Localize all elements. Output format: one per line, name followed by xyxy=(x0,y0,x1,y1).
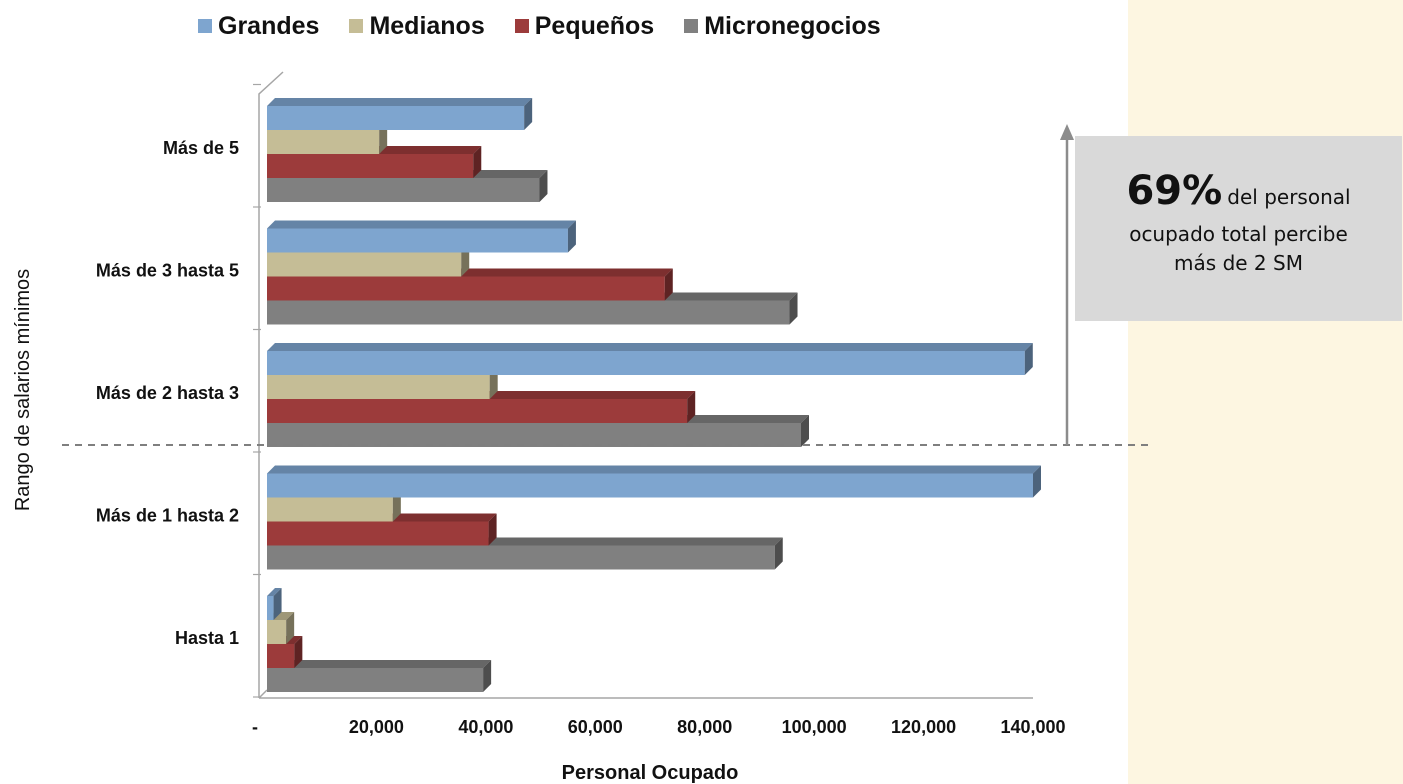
x-tick-label: 140,000 xyxy=(1000,717,1065,737)
legend-swatch-pequenos xyxy=(514,19,529,33)
callout-line3: más de 2 SM xyxy=(1174,251,1303,275)
legend-label-grandes: Grandes xyxy=(218,11,320,40)
bar-grandes-0 xyxy=(267,588,282,620)
x-tick-label: 20,000 xyxy=(349,717,404,737)
x-tick-label: - xyxy=(252,717,258,737)
callout-percent: 69% xyxy=(1126,168,1223,214)
legend-swatch-micronegocios xyxy=(684,19,699,33)
bar-grandes-2 xyxy=(267,343,1033,375)
legend-swatch-medianos xyxy=(349,19,364,33)
x-tick-label: 80,000 xyxy=(677,717,732,737)
callout-arrow-head xyxy=(1060,124,1074,140)
legend-item-micronegocios: Micronegocios xyxy=(684,11,881,41)
x-tick-label: 100,000 xyxy=(782,717,847,737)
x-tick-label: 120,000 xyxy=(891,717,956,737)
callout-line1: del personal xyxy=(1227,185,1351,209)
bar-grandes-1 xyxy=(267,465,1041,498)
bar-micronegocios-0 xyxy=(267,660,492,692)
legend-item-grandes: Grandes xyxy=(198,12,319,41)
x-axis-title: Personal Ocupado xyxy=(562,762,739,784)
bar-grandes-3 xyxy=(267,220,576,253)
category-label: Más de 2 hasta 3 xyxy=(96,383,239,403)
category-label: Más de 1 hasta 2 xyxy=(96,505,239,525)
legend-swatch-grandes xyxy=(198,19,212,33)
x-tick-label: 40,000 xyxy=(458,717,513,737)
x-tick-label: 60,000 xyxy=(568,717,623,737)
callout-box: 69% del personal ocupado total percibe m… xyxy=(1075,136,1402,321)
legend-label-pequenos: Pequeños xyxy=(534,11,655,40)
category-label: Más de 3 hasta 5 xyxy=(96,260,239,280)
legend-label-micronegocios: Micronegocios xyxy=(704,11,881,40)
bar-medianos-2 xyxy=(267,367,498,399)
legend-item-medianos: Medianos xyxy=(349,11,485,41)
chart-legend: Grandes Medianos Pequeños Micronegocios xyxy=(198,8,978,44)
category-label: Más de 5 xyxy=(163,138,239,158)
callout-line2: ocupado total percibe xyxy=(1129,222,1348,246)
y-axis-wall xyxy=(258,71,284,698)
y-axis-title: Rango de salarios mínimos xyxy=(12,269,34,511)
legend-item-pequenos: Pequeños xyxy=(514,11,655,41)
side-panel xyxy=(1128,0,1403,784)
legend-label-medianos: Medianos xyxy=(369,11,485,40)
category-label: Hasta 1 xyxy=(175,628,239,648)
bar-grandes-4 xyxy=(267,98,533,130)
